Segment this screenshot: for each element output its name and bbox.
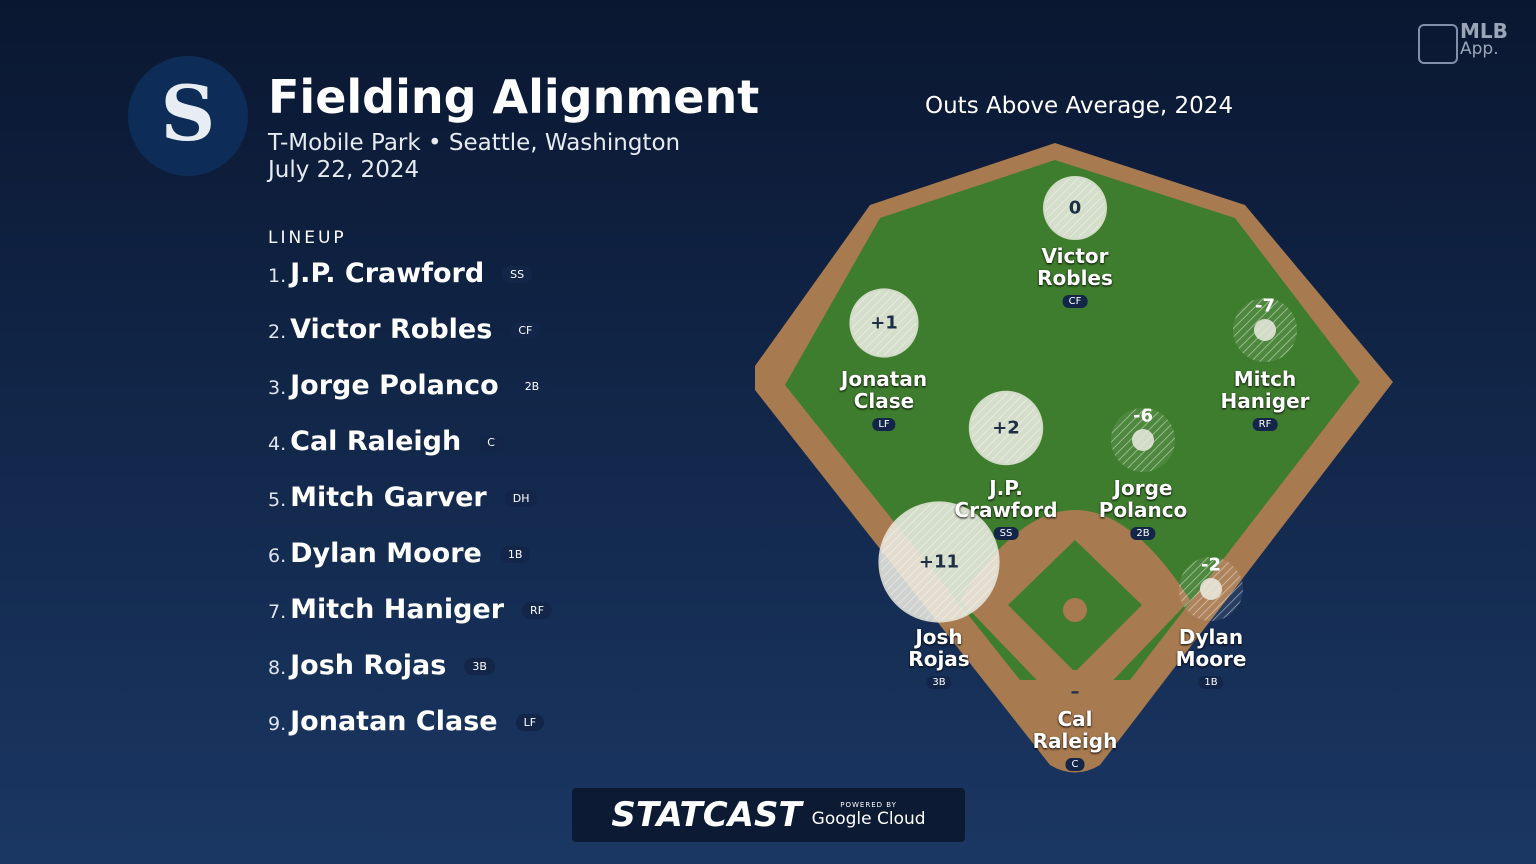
player-name: Jorge Polanco (290, 370, 499, 401)
lineup-number: 5. (268, 489, 287, 511)
oaa-label: +2 (992, 417, 1020, 439)
statcast-logo: STATCAST (611, 795, 802, 835)
mlb-text: MLB (1460, 19, 1508, 43)
position-badge: CF (510, 322, 541, 339)
player-name: J.P. Crawford (290, 258, 485, 289)
fielder-position: C (1065, 758, 1085, 771)
oaa-circle (1132, 429, 1154, 451)
player-name: Jonatan Clase (290, 706, 498, 737)
oaa-label: -2 (1201, 554, 1221, 576)
fielder-name: Cal Raleigh (1032, 707, 1118, 753)
team-logo (128, 56, 248, 176)
oaa-hatch (1045, 178, 1105, 238)
position-badge: 3B (464, 658, 495, 675)
position-badge: LF (515, 714, 545, 731)
mlb-app-icon (1418, 24, 1458, 64)
fielder-name: Mitch Haniger (1220, 367, 1310, 413)
lineup-number: 7. (268, 601, 287, 623)
date: July 22, 2024 (268, 157, 420, 183)
lineup-row: 4. Cal Raleigh C (268, 426, 503, 457)
powered-block: POWERED BY Google Cloud (812, 801, 926, 829)
player-name: Mitch Haniger (290, 594, 505, 625)
position-badge: 2B (516, 378, 548, 395)
lineup-number: 2. (268, 321, 287, 343)
lineup-number: 6. (268, 545, 287, 567)
position-badge: DH (504, 490, 538, 507)
mound (1063, 598, 1087, 622)
app-text: App. (1460, 39, 1499, 59)
player-name: Dylan Moore (290, 538, 482, 569)
lineup-number: 8. (268, 657, 287, 679)
position-badge: 1B (499, 546, 531, 563)
fielder-name: Victor Robles (1037, 244, 1113, 290)
oaa-hatch (970, 392, 1042, 464)
oaa-label: +1 (870, 312, 898, 334)
player-name: Victor Robles (290, 314, 493, 345)
title: Fielding Alignment (268, 70, 760, 124)
venue: T-Mobile Park • Seattle, Washington (268, 130, 681, 156)
lineup-row: 3. Jorge Polanco 2B (268, 370, 548, 401)
fielder-name: Josh Rojas (908, 625, 970, 671)
fielder-position: 2B (1130, 527, 1156, 540)
lineup-row: 9. Jonatan Clase LF (268, 706, 545, 737)
lineup-row: 8. Josh Rojas 3B (268, 650, 495, 681)
oaa-hatch (851, 290, 917, 356)
lineup-number: 1. (268, 265, 287, 287)
fielder-position: CF (1062, 295, 1088, 308)
fielder-position: LF (872, 418, 896, 431)
oaa-circle (1200, 578, 1222, 600)
lineup-label: LINEUP (268, 228, 347, 248)
fielder-position: 1B (1198, 676, 1224, 689)
oaa-label: 0 (1068, 197, 1082, 219)
position-badge: SS (502, 266, 533, 283)
player-name: Cal Raleigh (290, 426, 462, 457)
lineup-row: 2. Victor Robles CF (268, 314, 541, 345)
oaa-label: +11 (918, 551, 960, 573)
position-badge: C (479, 434, 503, 451)
fielder-name: Jonatan Clase (840, 367, 928, 413)
position-badge: RF (522, 602, 553, 619)
lineup-row: 7. Mitch Haniger RF (268, 594, 553, 625)
google-cloud: Google Cloud (811, 809, 926, 829)
lineup-row: 6. Dylan Moore 1B (268, 538, 531, 569)
lineup-row: 5. Mitch Garver DH (268, 482, 538, 513)
fielder-position: SS (993, 527, 1019, 540)
lineup-number: 4. (268, 433, 287, 455)
player-name: Mitch Garver (290, 482, 487, 513)
oaa-label: -6 (1133, 405, 1153, 427)
fielder-name: J.P. Crawford (954, 476, 1058, 522)
lineup-number: 3. (268, 377, 287, 399)
powered-by: POWERED BY (840, 801, 897, 809)
logo-mark: S (161, 69, 216, 158)
oaa-label: – (1070, 681, 1080, 703)
oaa-hatch (880, 503, 998, 621)
oaa-label: -7 (1255, 295, 1275, 317)
mlb-app-logo: MLB App. (1460, 19, 1508, 59)
player-name: Josh Rojas (290, 650, 447, 681)
oaa-circle (1254, 319, 1276, 341)
fielder-name: Jorge Polanco (1098, 476, 1188, 522)
lineup-row: 1. J.P. Crawford SS (268, 258, 533, 289)
home-plate-area (1053, 670, 1097, 714)
fielder-position: RF (1252, 418, 1278, 431)
fielder-name: Dylan Moore (1175, 625, 1247, 671)
field-title: Outs Above Average, 2024 (925, 93, 1234, 119)
lineup-number: 9. (268, 713, 287, 735)
statcast-banner: STATCAST POWERED BY Google Cloud (572, 788, 965, 842)
fielder-position: 3B (926, 676, 952, 689)
